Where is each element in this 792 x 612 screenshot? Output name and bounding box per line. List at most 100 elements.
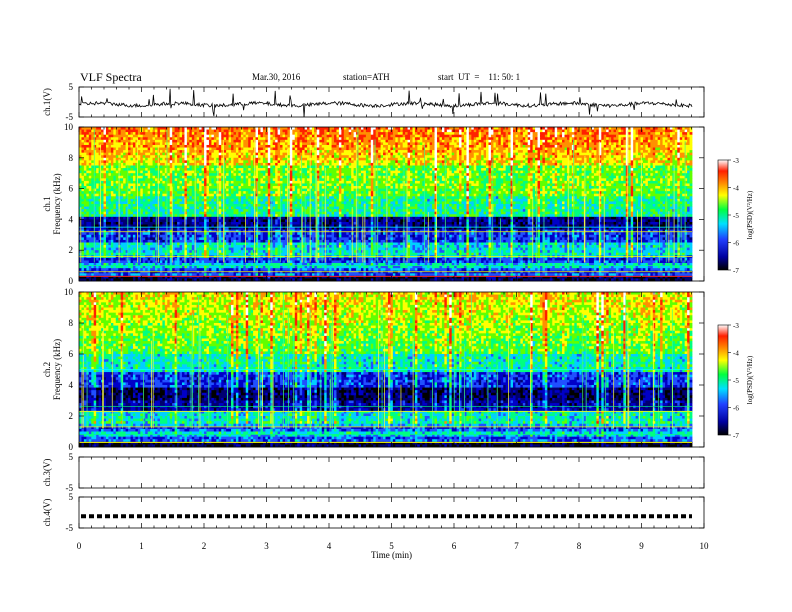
psd-cell: [464, 173, 467, 176]
psd-cell: [280, 160, 283, 163]
psd-cell: [672, 132, 675, 135]
psd-cell: [155, 150, 158, 153]
psd-cell: [439, 127, 442, 130]
psd-cell: [204, 173, 207, 176]
psd-cell: [432, 135, 435, 138]
psd-cell: [153, 155, 156, 158]
psd-cell: [312, 176, 315, 179]
psd-cell: [449, 132, 452, 135]
psd-cell: [415, 171, 418, 174]
psd-cell: [623, 176, 626, 179]
psd-cell: [167, 176, 170, 179]
psd-cell: [189, 163, 192, 166]
psd-cell: [322, 168, 325, 171]
psd-cell: [476, 155, 479, 158]
psd-cell: [236, 171, 239, 174]
psd-cell: [336, 135, 339, 138]
psd-cell: [584, 148, 587, 151]
psd-cell: [454, 137, 457, 140]
psd-cell: [278, 145, 281, 148]
psd-cell: [449, 140, 452, 143]
psd-cell: [332, 135, 335, 138]
psd-cell: [508, 132, 511, 135]
psd-cell: [425, 150, 428, 153]
psd-cell: [469, 155, 472, 158]
psd-cell: [476, 176, 479, 179]
psd-cell: [535, 127, 538, 130]
psd-cell: [359, 140, 362, 143]
psd-cell: [427, 158, 430, 161]
psd-cell: [484, 148, 487, 151]
psd-cell: [503, 173, 506, 176]
psd-cell: [636, 171, 639, 174]
psd-cell: [140, 145, 143, 148]
psd-cell: [393, 168, 396, 171]
psd-cell: [481, 137, 484, 140]
psd-cell: [204, 148, 207, 151]
psd-cell: [327, 150, 330, 153]
psd-cell: [501, 163, 504, 166]
psd-cell: [425, 140, 428, 143]
psd-cell: [452, 168, 455, 171]
psd-cell: [501, 135, 504, 138]
psd-cell: [645, 171, 648, 174]
psd-cell: [496, 145, 499, 148]
psd-cell: [153, 176, 156, 179]
psd-cell: [246, 173, 249, 176]
psd-cell: [238, 142, 241, 145]
psd-cell: [648, 148, 651, 151]
psd-cell: [268, 171, 271, 174]
psd-cell: [405, 176, 408, 179]
psd-cell: [528, 145, 531, 148]
psd-cell: [273, 163, 276, 166]
psd-cell: [368, 171, 371, 174]
psd-cell: [327, 168, 330, 171]
psd-cell: [268, 153, 271, 156]
psd-cell: [530, 171, 533, 174]
psd-cell: [305, 145, 308, 148]
psd-cell: [466, 173, 469, 176]
psd-cell: [113, 176, 116, 179]
psd-cell: [439, 145, 442, 148]
psd-cell: [565, 130, 568, 133]
psd-cell: [545, 163, 548, 166]
psd-cell: [339, 142, 342, 145]
psd-cell: [118, 130, 121, 133]
psd-cell: [616, 137, 619, 140]
psd-cell: [322, 135, 325, 138]
psd-cell: [256, 130, 259, 133]
psd-cell: [361, 140, 364, 143]
psd-cell: [621, 130, 624, 133]
psd-cell: [525, 135, 528, 138]
psd-cell: [550, 171, 553, 174]
psd-cell: [550, 132, 553, 135]
psd-cell: [584, 142, 587, 145]
psd-cell: [680, 127, 683, 130]
psd-cell: [648, 160, 651, 163]
psd-cell: [351, 135, 354, 138]
psd-cell: [513, 176, 516, 179]
psd-cell: [469, 140, 472, 143]
psd-cell: [224, 166, 227, 169]
psd-cell: [153, 145, 156, 148]
psd-cell: [84, 158, 87, 161]
psd-cell: [435, 145, 438, 148]
psd-cell: [614, 137, 617, 140]
psd-cell: [491, 148, 494, 151]
psd-cell: [648, 145, 651, 148]
psd-cell: [305, 158, 308, 161]
psd-cell: [616, 163, 619, 166]
psd-cell: [150, 160, 153, 163]
psd-cell: [589, 173, 592, 176]
psd-cell: [542, 132, 545, 135]
psd-cell: [170, 155, 173, 158]
psd-cell: [180, 130, 183, 133]
psd-cell: [469, 158, 472, 161]
psd-cell: [290, 155, 293, 158]
psd-cell: [623, 150, 626, 153]
psd-cell: [452, 148, 455, 151]
psd-cell: [187, 160, 190, 163]
psd-cell: [491, 150, 494, 153]
psd-cell: [376, 176, 379, 179]
psd-cell: [150, 127, 153, 130]
